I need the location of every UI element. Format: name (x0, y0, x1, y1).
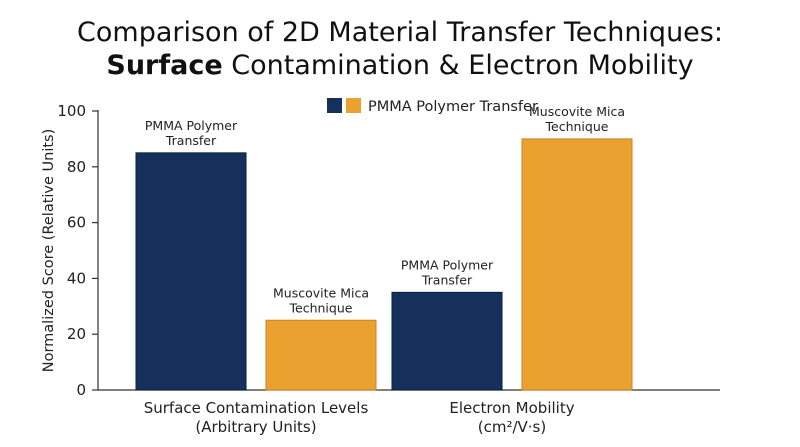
legend-swatch (327, 98, 342, 113)
y-tick-label: 0 (76, 381, 86, 399)
bar-data-label: Technique (545, 119, 609, 134)
bar (521, 138, 633, 391)
bar-data-label: Technique (289, 300, 353, 315)
y-tick-label: 20 (67, 325, 86, 343)
bar (265, 319, 377, 391)
legend-swatch (346, 98, 361, 113)
y-tick-label: 100 (57, 102, 86, 120)
chart-title-rest: Contamination & Electron Mobility (222, 50, 694, 81)
chart-title-bold: Surface (106, 50, 223, 81)
y-tick-label: 40 (67, 269, 86, 287)
bar-data-label: PMMA Polymer (145, 118, 238, 133)
x-category-label: Surface Contamination Levels (144, 399, 369, 417)
y-axis-label: Normalized Score (Relative Units) (41, 129, 57, 373)
bar (391, 291, 503, 391)
x-category-label: Electron Mobility (449, 399, 574, 417)
chart-title-line1: Comparison of 2D Material Transfer Techn… (77, 17, 723, 48)
bar-data-label: Muscovite Mica (273, 285, 369, 300)
legend-label: PMMA Polymer Transfer (368, 99, 538, 115)
x-category-label: (cm²/V·s) (478, 418, 546, 436)
bar (135, 152, 247, 391)
bar-data-label: Muscovite Mica (529, 104, 625, 119)
chart-title-line2: Surface Contamination & Electron Mobilit… (0, 49, 800, 82)
x-category-label: (Arbitrary Units) (195, 418, 316, 436)
bar-data-label: Transfer (165, 133, 217, 148)
y-tick-label: 60 (67, 214, 86, 232)
y-tick-label: 80 (67, 158, 86, 176)
bar-data-label: PMMA Polymer (401, 257, 494, 272)
bar-data-label: Transfer (421, 272, 473, 287)
